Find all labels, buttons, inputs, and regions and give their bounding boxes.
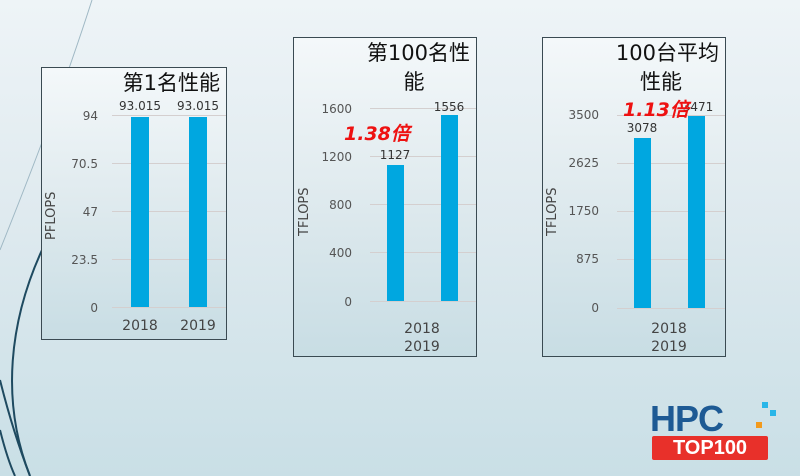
x-tick: 2018 (122, 318, 158, 334)
y-tick: 0 (591, 301, 599, 315)
chart-panel-top1: 第1名性能 PFLOPS 94 70.5 47 23.5 0 93.015 93… (41, 67, 227, 340)
bar-2019 (189, 117, 207, 307)
value-label: 93.015 (119, 99, 161, 113)
y-tick: 1750 (568, 204, 599, 218)
bar-2018 (634, 138, 651, 308)
bar-2019 (688, 116, 705, 308)
logo-hpc-text: HPC (650, 398, 724, 439)
y-tick: 1600 (321, 102, 352, 116)
value-label: 93.015 (177, 99, 219, 113)
logo-top100-text: TOP100 (652, 436, 768, 460)
y-tick: 800 (329, 198, 352, 212)
value-label: 3471 (682, 100, 714, 114)
y-tick: 400 (329, 246, 352, 260)
x-tick: 2018 (404, 321, 440, 337)
y-tick: 70.5 (71, 157, 98, 171)
chart-title: 第1名性能 (122, 71, 220, 95)
y-tick: 94 (82, 109, 98, 123)
y-tick: 0 (344, 295, 352, 309)
value-label: 1556 (433, 100, 465, 114)
x-tick: 2019 (180, 318, 216, 334)
growth-ratio-annotation: 1.13倍 (623, 99, 689, 121)
chart-panel-top100: 第100名性 能 TFLOPS 1600 1200 800 400 0 1127… (293, 37, 477, 357)
y-axis-label: TFLOPS (297, 187, 312, 236)
chart-panel-average: 100台平均 性能 TFLOPS 3500 2625 1750 875 0 30… (542, 37, 726, 357)
chart-title-line2: 性能 (640, 70, 682, 94)
y-tick: 23.5 (71, 253, 98, 267)
y-axis-label: TFLOPS (545, 187, 560, 236)
chart-title-line1: 100台平均 (615, 41, 719, 65)
y-tick: 3500 (568, 108, 599, 122)
y-tick: 0 (90, 301, 98, 315)
hpc-top100-logo: HPC TOP100 (650, 398, 790, 468)
x-tick: 2019 (651, 339, 687, 355)
y-tick: 1200 (321, 150, 352, 164)
value-label: 1127 (379, 148, 411, 162)
value-label: 3078 (626, 121, 658, 135)
y-tick: 47 (82, 205, 98, 219)
x-tick: 2018 (651, 321, 687, 337)
y-tick: 875 (576, 252, 599, 266)
y-axis-label: PFLOPS (44, 191, 59, 240)
growth-ratio-annotation: 1.38倍 (344, 123, 410, 145)
bar-2018 (131, 117, 149, 307)
bar-2018 (387, 165, 404, 301)
chart-title-line2: 能 (403, 70, 425, 94)
bar-2019 (441, 115, 458, 301)
chart-title-line1: 第100名性 (366, 41, 470, 65)
x-tick: 2019 (404, 339, 440, 355)
y-tick: 2625 (568, 156, 599, 170)
